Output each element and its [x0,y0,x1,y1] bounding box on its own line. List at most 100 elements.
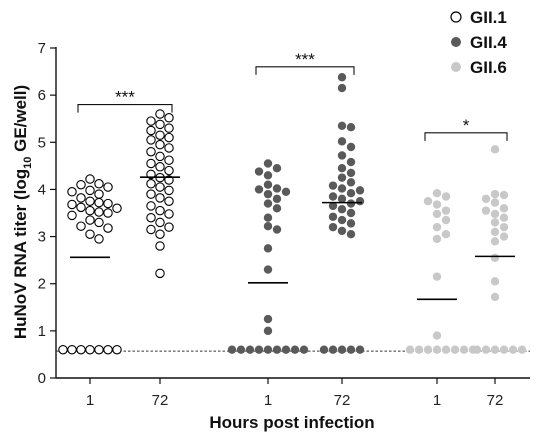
data-point [254,345,264,354]
data-point [103,182,113,192]
data-point [490,277,500,286]
data-point [236,345,246,354]
data-point [58,344,68,355]
data-point [328,212,338,221]
axes [55,47,530,379]
significance-bracket [77,104,173,113]
data-point [328,222,338,232]
data-point [346,189,356,198]
data-point [112,344,122,355]
data-point [155,162,165,172]
data-point [346,219,356,228]
data-point [337,137,347,146]
data-point [94,197,104,208]
data-point [146,189,156,199]
data-point [472,345,482,354]
data-point [164,123,174,133]
data-point [85,174,95,184]
data-point [337,345,347,354]
data-point [67,210,77,221]
data-point [164,143,174,153]
data-point [263,180,273,189]
data-point [355,345,365,354]
data-point [85,185,95,196]
y-tick-label: 3 [38,229,46,246]
data-point [337,121,347,130]
data-point [85,196,95,206]
mean-lines [70,176,515,301]
data-point [490,345,500,354]
data-point [337,205,347,214]
data-point [76,193,86,203]
data-point [432,345,442,354]
x-tick-label: 1 [86,392,94,409]
data-point [499,345,509,354]
data-point [481,206,491,215]
data-point [94,217,104,228]
significance-label: *** [115,88,135,107]
data-point [254,167,264,176]
data-point [245,345,255,354]
data-point [432,200,442,209]
data-point [263,326,273,336]
data-point [146,125,156,136]
data-point [441,230,451,239]
data-point [85,205,95,216]
data-point [103,198,113,209]
data-point [164,185,174,196]
data-point [155,241,165,251]
data-point [146,224,156,235]
data-point [263,213,273,222]
data-point [103,208,113,218]
data-point [146,158,156,169]
data-point [328,201,338,211]
data-point [155,182,165,192]
data-point [272,345,282,354]
data-point [441,192,451,201]
data-point [337,173,347,182]
data-point [346,123,356,132]
significance-brackets: ******* [77,50,508,141]
data-point [272,204,282,213]
data-point [499,204,509,213]
data-point [164,165,174,176]
y-tick-label: 5 [38,134,46,151]
data-point [459,345,469,354]
data-point [337,194,347,204]
significance-bracket [255,66,355,75]
significance-label: *** [295,50,315,69]
data-point [499,222,509,232]
x-tick-label: 72 [334,392,351,409]
data-point [337,215,347,225]
data-point [94,234,104,244]
data-point [94,189,104,199]
data-point [337,83,347,93]
data-point [85,344,95,355]
legend-marker [451,62,461,72]
data-point [405,345,415,354]
data-point [76,179,86,190]
data-point [146,146,156,157]
y-tick-label: 7 [38,40,46,57]
data-point [490,209,500,219]
data-point [499,232,509,241]
data-point [263,189,273,199]
data-point [337,73,347,82]
data-point [337,151,347,160]
data-point [164,155,174,165]
y-axis-label-end: GE/well) [11,85,30,157]
y-tick-label: 4 [38,181,46,198]
data-point [85,229,95,239]
data-point [146,201,156,211]
data-point [94,207,104,217]
data-point [490,145,500,154]
data-point [155,229,165,239]
legend-marker [450,11,462,23]
data-point [94,344,104,355]
data-point [263,171,273,180]
y-tick-label: 6 [38,87,46,104]
data-point [164,132,174,143]
data-point [290,345,300,354]
data-point [490,237,500,246]
data-point [155,193,165,203]
